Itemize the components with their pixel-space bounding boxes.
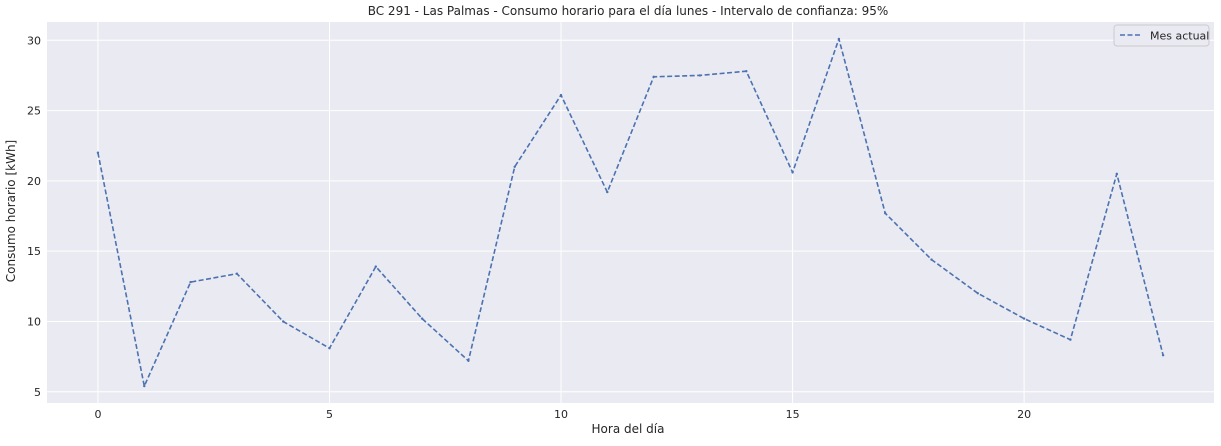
data-point: [235, 272, 239, 275]
grid-lines: [47, 22, 1214, 403]
data-point: [1161, 354, 1165, 357]
y-tick-label: 30: [27, 34, 41, 47]
x-tick-label: 5: [326, 408, 333, 421]
data-point: [143, 384, 146, 388]
data-point: [930, 258, 933, 261]
y-tick-label: 20: [27, 175, 41, 188]
data-point: [976, 292, 979, 295]
y-tick-label: 25: [27, 105, 41, 118]
data-point: [282, 320, 285, 323]
data-point: [652, 75, 655, 79]
data-point: [745, 70, 748, 73]
plot-area: [47, 22, 1214, 403]
data-point: [513, 165, 516, 168]
data-point: [559, 93, 563, 97]
y-axis-ticks: 5 10 15 20 25 30: [27, 34, 41, 398]
y-tick-label: 5: [34, 386, 41, 399]
legend-box: [1113, 24, 1210, 47]
legend: Mes actual: [1113, 24, 1210, 47]
data-point: [467, 359, 470, 362]
series-line-mes-actual: [97, 38, 1164, 387]
x-tick-label: 15: [786, 408, 800, 421]
data-point: [96, 151, 100, 154]
legend-label: Mes actual: [1150, 30, 1209, 43]
data-point: [1069, 338, 1072, 341]
data-point: [420, 317, 424, 320]
x-tick-label: 10: [554, 408, 568, 421]
data-point: [791, 171, 794, 174]
data-point: [189, 280, 192, 284]
data-point: [374, 265, 377, 268]
y-tick-label: 10: [27, 315, 41, 328]
series-layer: [96, 37, 1165, 388]
x-tick-label: 0: [94, 408, 101, 421]
chart-title: BC 291 - Las Palmas - Consumo horario pa…: [368, 4, 889, 18]
x-tick-label: 20: [1017, 408, 1031, 421]
data-point: [884, 212, 887, 215]
data-point: [837, 37, 841, 41]
data-point: [698, 74, 702, 77]
data-point: [1022, 317, 1026, 320]
x-axis-label: Hora del día: [592, 422, 665, 436]
data-point: [1115, 172, 1119, 175]
data-point: [606, 190, 609, 194]
x-axis-ticks: 0 5 10 15 20: [94, 408, 1031, 421]
data-point: [328, 347, 331, 350]
y-axis-label: Consumo horario [kWh]: [4, 140, 18, 282]
y-tick-label: 15: [27, 245, 41, 258]
